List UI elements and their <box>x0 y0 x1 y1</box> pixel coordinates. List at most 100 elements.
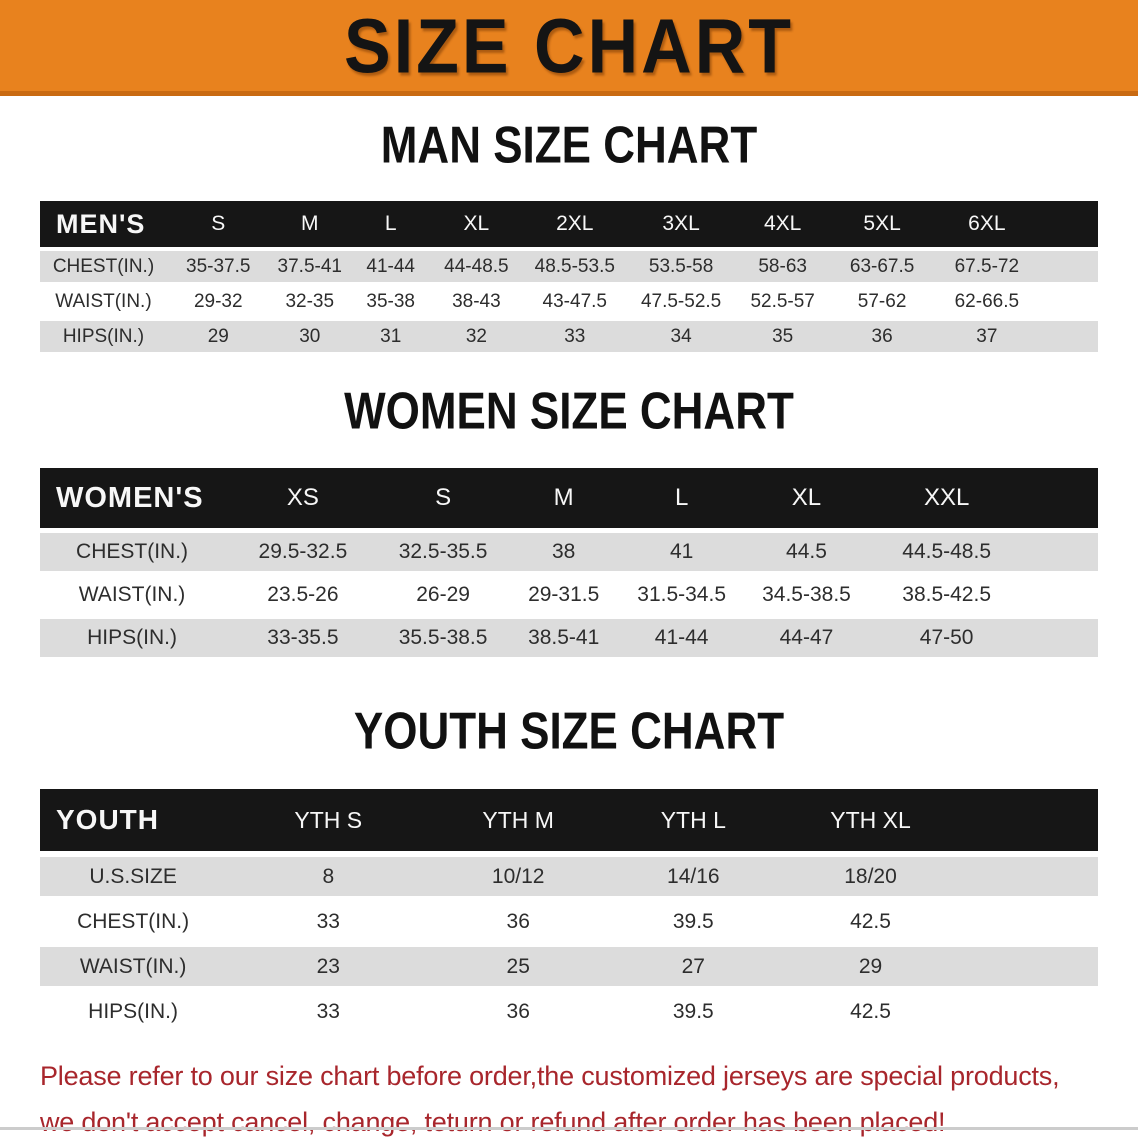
table-cell: 10/12 <box>430 857 607 896</box>
table-cell: 44-48.5 <box>431 251 522 282</box>
youth-size-table: YOUTH YTH S YTH M YTH L YTH XL U.S.SIZE 8 10/12… <box>40 783 1098 1037</box>
spacer-cell <box>1040 201 1098 247</box>
women-size-table: WOMEN'S XS S M L XL XXL CHEST(IN.) 29.5-32.5 32.5… <box>40 463 1098 662</box>
table-cell: 47.5-52.5 <box>628 286 734 317</box>
column-header: XL <box>431 201 522 247</box>
row-label: HIPS(IN.) <box>40 619 225 657</box>
table-cell: 41-44 <box>349 251 432 282</box>
content: MAN SIZE CHART MEN'S S M L XL 2XL 3XL 4XL 5XL 6XL C… <box>0 117 1138 1145</box>
table-cell: 67.5-72 <box>932 251 1041 282</box>
men-size-table: MEN'S S M L XL 2XL 3XL 4XL 5XL 6XL CHEST(IN.) 35-37… <box>40 197 1098 356</box>
table-cell: 36 <box>430 902 607 941</box>
table-cell: 30 <box>269 321 350 352</box>
table-cell: 36 <box>430 992 607 1031</box>
banner: SIZE CHART <box>0 0 1138 96</box>
table-cell: 33-35.5 <box>224 619 382 657</box>
table-cell: 57-62 <box>831 286 933 317</box>
table-cell: 48.5-53.5 <box>521 251 629 282</box>
table-cell: 44-47 <box>740 619 873 657</box>
table-cell: 41 <box>622 533 741 571</box>
column-header: YTH M <box>430 789 607 851</box>
table-header-row: YOUTH YTH S YTH M YTH L YTH XL <box>40 789 1098 851</box>
footer-note-line2: we don't accept cancel, change, teturn o… <box>40 1107 946 1137</box>
spacer-cell <box>960 857 1098 896</box>
column-header: M <box>504 468 623 528</box>
column-header: L <box>622 468 741 528</box>
table-cell: 35-38 <box>349 286 432 317</box>
spacer-cell <box>960 947 1098 986</box>
table-cell: 35-37.5 <box>166 251 270 282</box>
table-title: WOMEN'S <box>40 468 225 528</box>
section-heading-text: YOUTH SIZE CHART <box>353 702 785 761</box>
table-cell: 33 <box>521 321 629 352</box>
column-header: YTH S <box>226 789 431 851</box>
column-header: 2XL <box>521 201 629 247</box>
table-cell: 39.5 <box>606 902 781 941</box>
row-label: HIPS(IN.) <box>40 992 227 1031</box>
column-header: 5XL <box>831 201 933 247</box>
men-size-section: MAN SIZE CHART MEN'S S M L XL 2XL 3XL 4XL 5XL 6XL C… <box>0 117 1138 356</box>
table-cell: 8 <box>226 857 431 896</box>
column-header: S <box>166 201 270 247</box>
row-label: WAIST(IN.) <box>40 576 225 614</box>
spacer-cell <box>1020 619 1098 657</box>
table-cell: 33 <box>226 992 431 1031</box>
table-cell: 63-67.5 <box>831 251 933 282</box>
column-header: 4XL <box>734 201 832 247</box>
table-cell: 42.5 <box>780 992 961 1031</box>
table-cell: 23 <box>226 947 431 986</box>
column-header: XL <box>740 468 873 528</box>
table-header-row: MEN'S S M L XL 2XL 3XL 4XL 5XL 6XL <box>40 201 1098 247</box>
table-cell: 25 <box>430 947 607 986</box>
footer-note-line1: Please refer to our size chart before or… <box>40 1061 1060 1091</box>
table-cell: 41-44 <box>622 619 741 657</box>
table-cell: 31 <box>349 321 432 352</box>
table-cell: 38.5-41 <box>504 619 623 657</box>
table-cell: 31.5-34.5 <box>622 576 741 614</box>
table-cell: 29-31.5 <box>504 576 623 614</box>
spacer-cell <box>1040 286 1098 317</box>
table-cell: 38.5-42.5 <box>872 576 1021 614</box>
table-cell: 32.5-35.5 <box>381 533 505 571</box>
row-label: HIPS(IN.) <box>40 321 167 352</box>
row-label: CHEST(IN.) <box>40 251 167 282</box>
size-sections: MAN SIZE CHART MEN'S S M L XL 2XL 3XL 4XL 5XL 6XL C… <box>0 117 1138 1037</box>
row-label: CHEST(IN.) <box>40 902 227 941</box>
table-row: CHEST(IN.) 29.5-32.5 32.5-35.5 38 41 44.5 44.5… <box>40 533 1098 571</box>
table-row: WAIST(IN.) 23.5-26 26-29 29-31.5 31.5-34.5 34… <box>40 576 1098 614</box>
table-cell: 32-35 <box>269 286 350 317</box>
table-cell: 44.5-48.5 <box>872 533 1021 571</box>
table-cell: 29 <box>780 947 961 986</box>
spacer-cell <box>960 789 1098 851</box>
table-cell: 18/20 <box>780 857 961 896</box>
table-row: U.S.SIZE 8 10/12 14/16 18/20 <box>40 857 1098 896</box>
table-cell: 37 <box>932 321 1041 352</box>
column-header: M <box>269 201 350 247</box>
table-cell: 47-50 <box>872 619 1021 657</box>
bottom-divider <box>0 1127 1138 1130</box>
spacer-cell <box>1020 533 1098 571</box>
youth-section-heading: YOUTH SIZE CHART <box>0 703 1138 765</box>
table-cell: 35.5-38.5 <box>381 619 505 657</box>
row-label: WAIST(IN.) <box>40 947 227 986</box>
table-cell: 53.5-58 <box>628 251 734 282</box>
table-cell: 39.5 <box>606 992 781 1031</box>
table-row: HIPS(IN.) 29 30 31 32 33 34 35 36 37 <box>40 321 1098 352</box>
women-section-heading: WOMEN SIZE CHART <box>0 383 1138 445</box>
table-cell: 36 <box>831 321 933 352</box>
spacer-cell <box>1020 468 1098 528</box>
table-row: WAIST(IN.) 29-32 32-35 35-38 38-43 43-47.5 47.… <box>40 286 1098 317</box>
table-title: YOUTH <box>40 789 227 851</box>
column-header: YTH XL <box>780 789 961 851</box>
column-header: 6XL <box>932 201 1041 247</box>
table-cell: 14/16 <box>606 857 781 896</box>
section-heading-text: WOMEN SIZE CHART <box>344 382 794 441</box>
table-cell: 26-29 <box>381 576 505 614</box>
table-cell: 29.5-32.5 <box>224 533 382 571</box>
table-cell: 37.5-41 <box>269 251 350 282</box>
youth-size-section: YOUTH SIZE CHART YOUTH YTH S YTH M YTH L YTH … <box>0 703 1138 1037</box>
column-header: XS <box>224 468 382 528</box>
spacer-cell <box>1040 321 1098 352</box>
table-row: CHEST(IN.) 33 36 39.5 42.5 <box>40 902 1098 941</box>
